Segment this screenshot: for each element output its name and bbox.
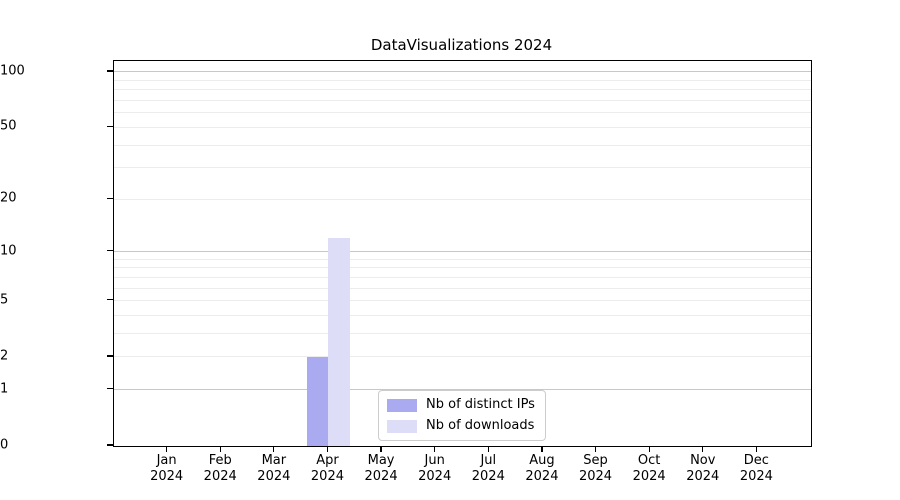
- bar-nb-of-distinct-ips-apr: [306, 356, 329, 446]
- gridline-minor-4: [114, 315, 811, 317]
- x-tick-mark-jun: [434, 446, 436, 452]
- y-tick-label-1: 1: [0, 381, 9, 397]
- plot-area: [113, 60, 812, 447]
- x-tick-label-jan: Jan 2024: [150, 453, 183, 485]
- x-tick-mark-oct: [648, 446, 650, 452]
- y-tick-mark-1: [107, 388, 113, 390]
- x-tick-label-feb: Feb 2024: [204, 453, 237, 485]
- gridline-minor-5: [114, 300, 811, 302]
- y-tick-label-2: 2: [0, 348, 9, 364]
- gridline-minor-50: [114, 126, 811, 128]
- gridline-major-100: [114, 71, 811, 73]
- legend-label-nb-of-distinct-ips: Nb of distinct IPs: [426, 397, 535, 412]
- x-tick-mark-jul: [487, 446, 489, 452]
- x-tick-month: Dec: [743, 453, 769, 468]
- chart-title: DataVisualizations 2024: [370, 36, 553, 54]
- gridline-minor-8: [114, 267, 811, 269]
- x-tick-mark-may: [380, 446, 382, 452]
- x-tick-year: 2024: [257, 469, 291, 484]
- y-tick-mark-0: [107, 444, 113, 446]
- gridline-minor-7: [114, 276, 811, 278]
- x-tick-year: 2024: [203, 469, 237, 484]
- x-tick-year: 2024: [632, 469, 666, 484]
- legend: Nb of distinct IPs Nb of downloads: [378, 390, 546, 441]
- x-tick-month: Mar: [261, 453, 287, 468]
- y-tick-mark-100: [107, 70, 113, 72]
- x-tick-label-apr: Apr 2024: [311, 453, 344, 485]
- x-tick-mark-nov: [702, 446, 704, 452]
- x-tick-label-jul: Jul 2024: [472, 453, 505, 485]
- x-tick-year: 2024: [525, 469, 559, 484]
- gridline-major-10: [114, 251, 811, 253]
- x-tick-month: Nov: [690, 453, 716, 468]
- x-tick-year: 2024: [471, 469, 505, 484]
- x-tick-month: Jul: [480, 453, 497, 468]
- x-tick-mark-dec: [755, 446, 757, 452]
- x-tick-month: Feb: [208, 453, 232, 468]
- gridline-minor-40: [114, 144, 811, 146]
- y-tick-label-0: 0: [0, 437, 9, 453]
- x-tick-month: Jun: [424, 453, 445, 468]
- x-tick-label-sep: Sep 2024: [579, 453, 612, 485]
- y-tick-label-100: 100: [0, 63, 25, 79]
- gridline-minor-60: [114, 112, 811, 114]
- legend-swatch-nb-of-downloads: [387, 419, 417, 433]
- y-tick-mark-20: [107, 197, 113, 199]
- y-tick-label-50: 50: [0, 118, 17, 134]
- gridline-minor-6: [114, 287, 811, 289]
- x-tick-month: Oct: [637, 453, 661, 468]
- x-tick-year: 2024: [150, 469, 184, 484]
- x-tick-year: 2024: [739, 469, 773, 484]
- y-tick-mark-5: [107, 299, 113, 301]
- x-tick-month: May: [367, 453, 395, 468]
- x-tick-year: 2024: [686, 469, 720, 484]
- gridline-minor-2: [114, 356, 811, 358]
- legend-swatch-nb-of-distinct-ips: [387, 398, 417, 412]
- x-tick-label-mar: Mar 2024: [257, 453, 290, 485]
- x-tick-label-dec: Dec 2024: [740, 453, 773, 485]
- x-tick-year: 2024: [578, 469, 613, 484]
- y-tick-mark-50: [107, 125, 113, 127]
- gridline-minor-90: [114, 79, 811, 81]
- gridline-major-1: [114, 389, 811, 391]
- x-tick-mark-feb: [219, 446, 221, 452]
- x-tick-label-aug: Aug 2024: [525, 453, 558, 485]
- x-tick-month: Sep: [583, 453, 608, 468]
- x-tick-label-nov: Nov 2024: [686, 453, 719, 485]
- legend-label-nb-of-downloads: Nb of downloads: [426, 418, 535, 433]
- y-tick-mark-2: [107, 355, 113, 357]
- y-tick-label-5: 5: [0, 292, 9, 308]
- y-tick-label-10: 10: [0, 243, 17, 259]
- gridline-minor-20: [114, 198, 811, 200]
- x-tick-mark-apr: [326, 446, 329, 452]
- gridline-minor-3: [114, 333, 811, 335]
- x-tick-month: Jan: [156, 453, 177, 468]
- y-tick-mark-10: [107, 250, 113, 252]
- x-tick-mark-aug: [541, 446, 543, 452]
- x-tick-year: 2024: [364, 469, 398, 484]
- gridline-minor-9: [114, 258, 811, 260]
- legend-item-nb-of-distinct-ips: Nb of distinct IPs: [387, 398, 535, 412]
- gridline-minor-30: [114, 167, 811, 169]
- y-tick-label-20: 20: [0, 190, 17, 206]
- x-tick-month: Aug: [529, 453, 555, 468]
- bar-nb-of-downloads-apr: [328, 238, 350, 446]
- x-tick-label-oct: Oct 2024: [633, 453, 666, 485]
- x-tick-label-jun: Jun 2024: [418, 453, 451, 485]
- x-tick-year: 2024: [418, 469, 452, 484]
- x-tick-mark-sep: [594, 446, 597, 452]
- x-tick-mark-jan: [166, 446, 168, 452]
- x-tick-year: 2024: [310, 469, 344, 484]
- x-tick-mark-mar: [273, 446, 275, 452]
- x-tick-label-may: May 2024: [365, 453, 398, 485]
- legend-item-nb-of-downloads: Nb of downloads: [387, 419, 535, 433]
- x-tick-month: Apr: [316, 453, 339, 468]
- gridline-minor-80: [114, 89, 811, 91]
- gridline-minor-70: [114, 100, 811, 101]
